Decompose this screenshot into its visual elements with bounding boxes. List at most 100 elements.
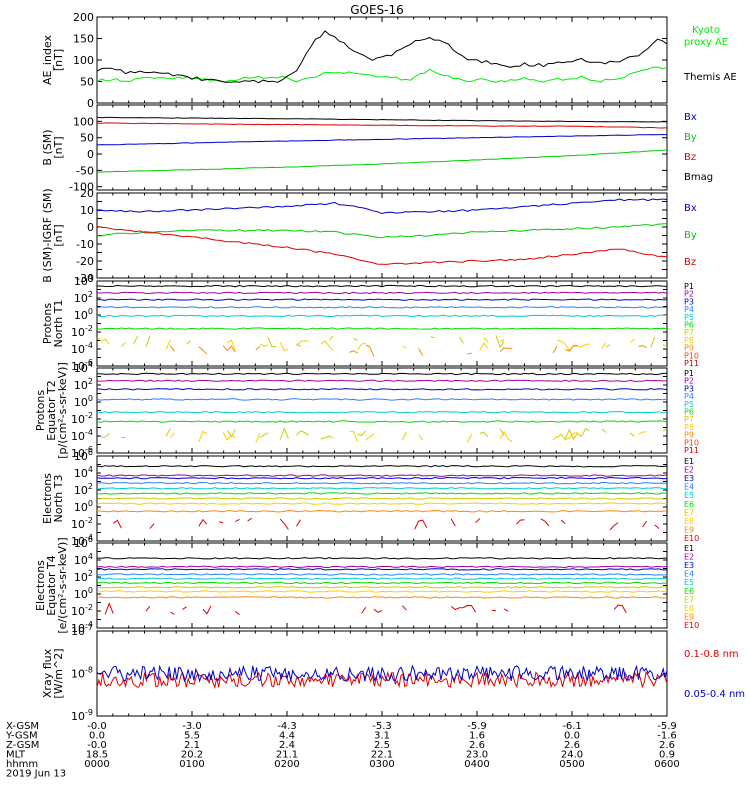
series-line-p7	[146, 336, 150, 347]
series-line-bz	[97, 226, 667, 264]
series-line-e4	[97, 574, 667, 575]
series-line-e5	[97, 578, 667, 579]
axis-value: 0300	[369, 759, 394, 770]
series-line-by	[97, 150, 667, 172]
series-line-p9	[349, 351, 357, 353]
y-tick-label: 0	[87, 97, 94, 110]
y-tick-label: 102	[74, 290, 93, 305]
series-line-p3	[97, 389, 667, 390]
series-line-p8	[280, 342, 288, 350]
legend-label: Bz	[684, 257, 696, 268]
series-line-e6	[97, 493, 667, 494]
series-line-e10	[374, 609, 382, 612]
y-tick-label: 10-4	[71, 428, 93, 443]
panel-frame	[97, 17, 667, 103]
series-line-p8	[630, 339, 634, 343]
series-line-p8	[166, 340, 170, 350]
y-tick-label: 102	[74, 377, 93, 392]
series-line-p8	[500, 340, 504, 342]
y-axis-label: [W/m^2]	[52, 648, 65, 698]
series-line-p7	[431, 337, 435, 338]
y-tick-label: 0	[87, 221, 94, 234]
series-line-bz	[97, 123, 667, 128]
series-line-e10	[297, 520, 301, 527]
series-line-p6	[97, 328, 667, 329]
series-line-p9	[468, 353, 472, 354]
series-line-p7	[602, 429, 606, 433]
series-line-p7	[354, 338, 358, 340]
series-line-p7	[187, 341, 191, 344]
series-line-p7	[297, 431, 309, 436]
series-line-p7	[260, 433, 268, 437]
series-line-p8	[639, 432, 647, 435]
series-line-0-05-0-4-nm	[97, 666, 667, 681]
axis-value: 0500	[559, 759, 584, 770]
series-line-e10	[402, 606, 406, 610]
y-tick-label: 0	[87, 148, 94, 161]
series-line-e6	[97, 582, 667, 583]
y-tick-label: 106	[74, 535, 93, 550]
series-line-e10	[248, 518, 252, 521]
y-tick-label: 200	[73, 11, 94, 24]
series-line-p8	[663, 344, 667, 347]
series-line-themis-ae	[97, 31, 667, 83]
series-line-e10	[614, 605, 626, 613]
y-tick-label: 100	[74, 586, 93, 601]
series-line-p8	[321, 341, 333, 350]
series-line-p2	[97, 292, 667, 293]
series-line-e10	[280, 519, 288, 529]
legend-label: 0.05-0.4 nm	[684, 689, 745, 700]
series-line-e10	[610, 523, 618, 530]
series-line-bx	[97, 199, 667, 214]
series-line-e10	[170, 612, 174, 614]
axis-value: 0400	[464, 759, 489, 770]
y-tick-label: 150	[73, 33, 94, 46]
legend-label: By	[684, 230, 697, 241]
y-tick-label: 50	[80, 132, 94, 145]
y-tick-label: 10-2	[71, 411, 93, 426]
series-line-p8	[101, 339, 109, 344]
series-line-p7	[651, 337, 655, 347]
series-line-p7	[134, 336, 138, 344]
legend-label: P11	[684, 359, 699, 368]
y-tick-label: 106	[74, 448, 93, 463]
series-line-e7	[97, 587, 667, 588]
series-line-e3	[97, 477, 667, 478]
series-line-p9	[553, 346, 557, 354]
series-line-p8	[349, 432, 357, 442]
legend-label: E10	[684, 621, 699, 630]
date-label: 2019 Jun 13	[6, 769, 66, 780]
series-line-e10	[476, 519, 480, 523]
series-line-p7	[480, 432, 488, 437]
series-line-bmag	[97, 117, 667, 122]
series-line-e10	[561, 520, 565, 524]
series-line-p8	[480, 343, 488, 351]
legend-label: Bz	[684, 152, 696, 163]
legend-label: Kyoto	[692, 25, 720, 36]
series-line-p9	[170, 346, 174, 352]
y-axis-label: [nT]	[52, 49, 65, 71]
series-line-p8	[121, 342, 125, 347]
series-line-e10	[516, 520, 524, 525]
y-tick-label: -10	[76, 238, 94, 251]
series-line-p3	[97, 299, 667, 300]
series-line-e3	[97, 569, 667, 570]
series-line-kyoto-proxy-ae	[97, 67, 667, 82]
series-line-p9	[256, 346, 260, 350]
series-line-p8	[402, 346, 406, 348]
series-line-e10	[504, 609, 508, 611]
series-line-p6	[97, 421, 667, 422]
series-line-e10	[203, 606, 211, 614]
y-tick-label: -50	[76, 164, 94, 177]
legend-label: Themis AE	[683, 72, 737, 83]
series-line-p8	[199, 432, 207, 443]
series-line-p9	[419, 348, 423, 355]
y-tick-label: -20	[76, 255, 94, 268]
series-line-p7	[329, 336, 333, 340]
axis-value: 0200	[274, 759, 299, 770]
